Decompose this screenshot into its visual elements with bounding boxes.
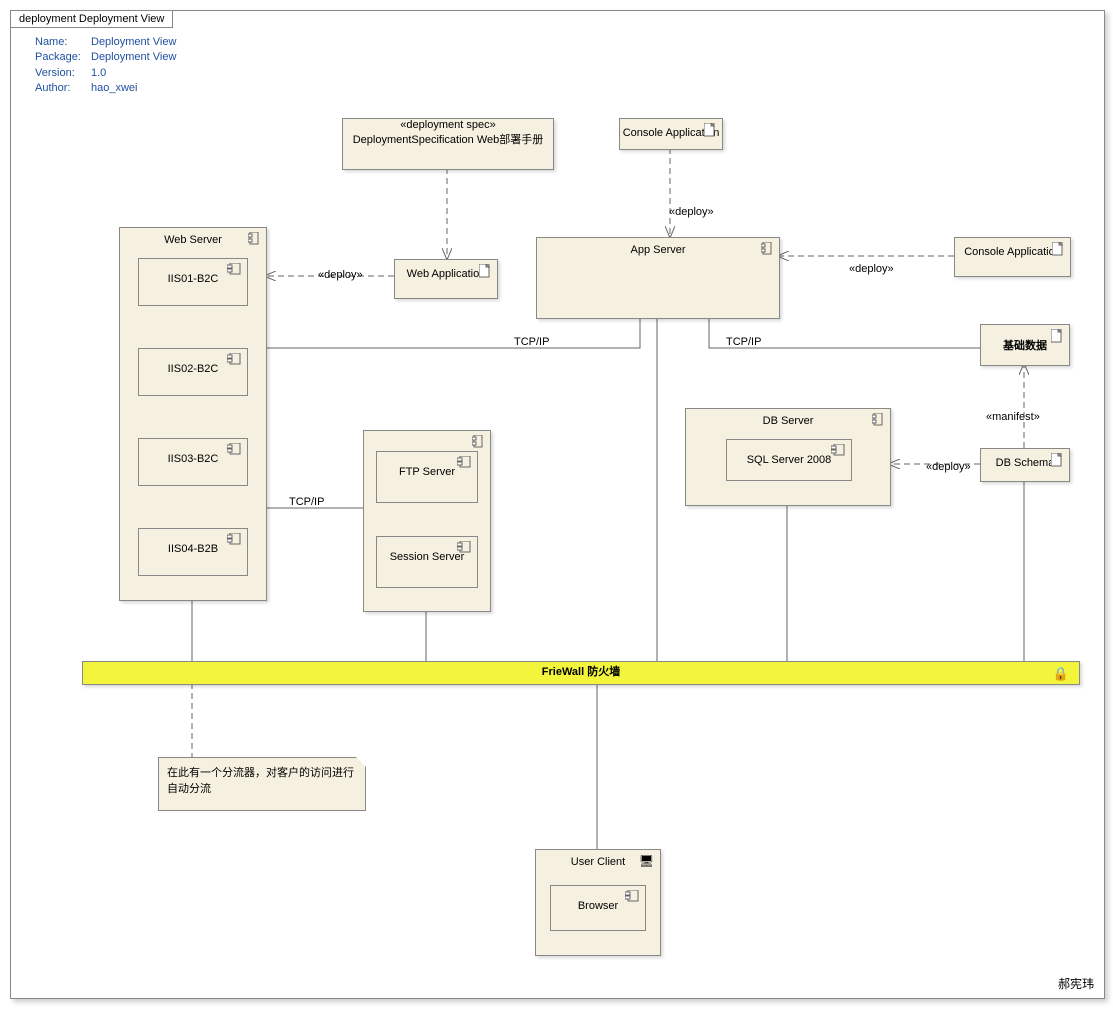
- component-icon: [625, 890, 639, 902]
- db-schema-artifact: DB Schema: [980, 448, 1070, 482]
- meta-name-value: Deployment View: [91, 35, 176, 50]
- edge-label: «deploy»: [318, 269, 363, 281]
- server-component: Session Server: [376, 536, 478, 588]
- db-server-title: DB Server: [686, 409, 890, 431]
- user-client-node: User Client 🖥 Browser: [535, 849, 661, 956]
- server-component: FTP Server: [376, 451, 478, 503]
- diagram-title-tab: deployment Deployment View: [10, 10, 173, 28]
- deployment-spec-label: DeploymentSpecification Web部署手册: [343, 131, 553, 151]
- meta-package-label: Package:: [35, 50, 91, 65]
- browser-component: Browser: [550, 885, 646, 931]
- firewall-bar: FrieWall 防火墙 🔒: [82, 661, 1080, 685]
- artifact-icon: [704, 123, 716, 137]
- deployment-spec-stereotype: «deployment spec»: [343, 119, 553, 131]
- meta-author-label: Author:: [35, 81, 91, 96]
- component-icon: [227, 443, 241, 455]
- node-icon: [872, 413, 884, 427]
- edge-label: TCP/IP: [726, 336, 761, 348]
- firewall-label: FrieWall 防火墙: [542, 666, 620, 678]
- node-icon: [472, 435, 484, 449]
- artifact-icon: [1052, 242, 1064, 256]
- splitter-note-text: 在此有一个分流器，对客户的访问进行自动分流: [167, 767, 354, 795]
- meta-package-value: Deployment View: [91, 50, 176, 65]
- node-icon: [248, 232, 260, 246]
- edge-label: «deploy»: [669, 206, 714, 218]
- client-icon: 🖥: [639, 854, 654, 868]
- db-server-node: DB Server SQL Server 2008: [685, 408, 891, 506]
- edge-label: TCP/IP: [289, 496, 324, 508]
- node-icon: [761, 242, 773, 256]
- iis-component: IIS04-B2B: [138, 528, 248, 576]
- console-app-top-artifact: Console Application: [619, 118, 723, 150]
- ftp-session-node: FTP Server Session Server: [363, 430, 491, 612]
- diagram-frame: deployment Deployment View Name:Deployme…: [10, 10, 1105, 999]
- meta-version-value: 1.0: [91, 66, 106, 81]
- edge-label: «manifest»: [986, 411, 1040, 423]
- web-application-artifact: Web Application: [394, 259, 498, 299]
- component-icon: [227, 353, 241, 365]
- iis-component: IIS03-B2C: [138, 438, 248, 486]
- meta-info: Name:Deployment View Package:Deployment …: [35, 35, 176, 97]
- meta-author-value: hao_xwei: [91, 81, 137, 96]
- app-server-title: App Server: [537, 238, 779, 260]
- console-app-right-artifact: Console Application: [954, 237, 1071, 277]
- artifact-icon: [479, 264, 491, 278]
- meta-name-label: Name:: [35, 35, 91, 50]
- edge-label: «deploy»: [849, 263, 894, 275]
- artifact-icon: [1051, 329, 1063, 343]
- component-icon: [227, 533, 241, 545]
- artifact-icon: [1051, 453, 1063, 467]
- meta-version-label: Version:: [35, 66, 91, 81]
- app-server-node: App Server: [536, 237, 780, 319]
- deployment-spec-node: «deployment spec» DeploymentSpecificatio…: [342, 118, 554, 170]
- web-server-title: Web Server: [120, 228, 266, 250]
- component-icon: [457, 456, 471, 468]
- signature: 郝宪玮: [1058, 975, 1094, 992]
- component-icon: [831, 444, 845, 456]
- edge-label: «deploy»: [926, 461, 971, 473]
- iis-component: IIS02-B2C: [138, 348, 248, 396]
- sql-server-component: SQL Server 2008: [726, 439, 852, 481]
- component-icon: [457, 541, 471, 553]
- web-server-node: Web Server IIS01-B2C IIS02-B2C IIS03-B2C II…: [119, 227, 267, 601]
- component-icon: [227, 263, 241, 275]
- lock-icon: 🔒: [1053, 664, 1069, 684]
- edge-label: TCP/IP: [514, 336, 549, 348]
- iis-component: IIS01-B2C: [138, 258, 248, 306]
- base-data-artifact: 基础数据: [980, 324, 1070, 366]
- splitter-note: 在此有一个分流器，对客户的访问进行自动分流: [158, 757, 366, 811]
